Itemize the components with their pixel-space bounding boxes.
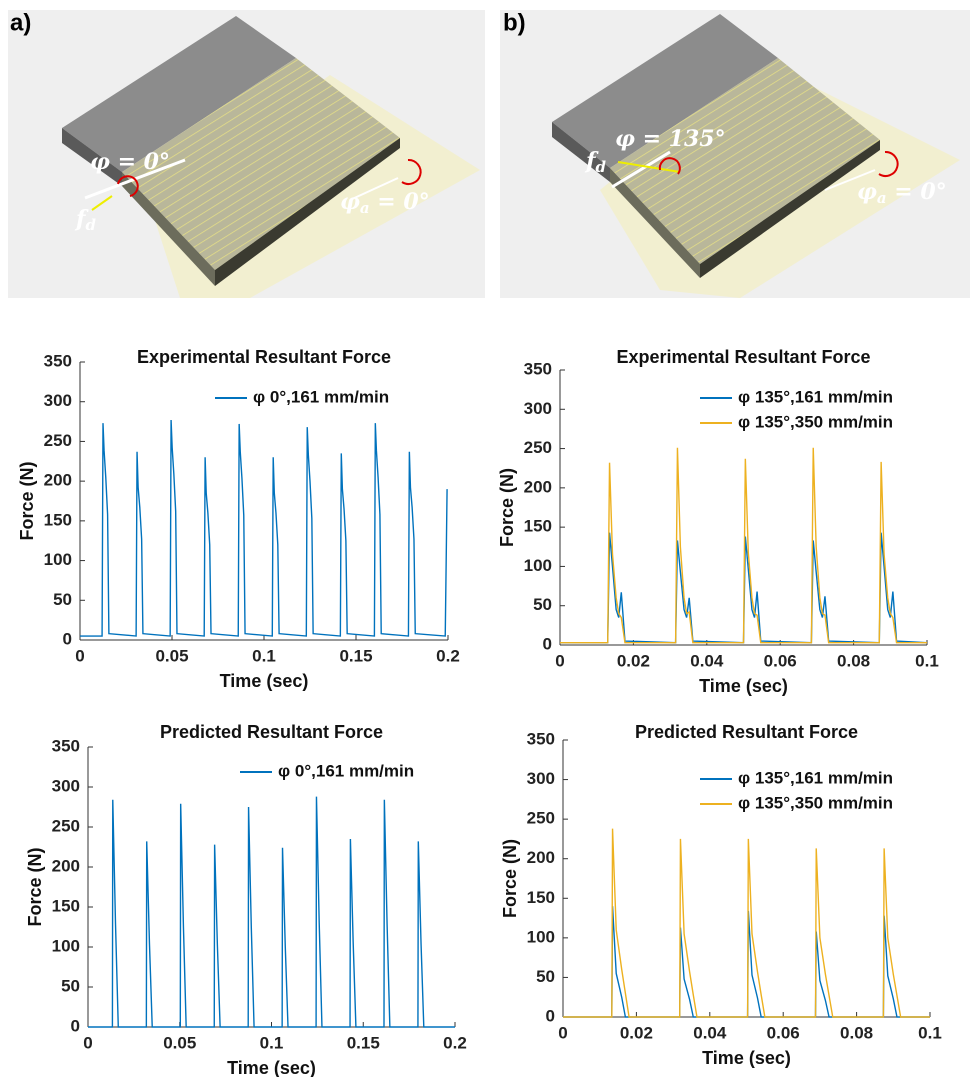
- y-tick-label: 250: [52, 816, 80, 835]
- angle-a-label: φa = 0°: [340, 189, 430, 217]
- x-tick-label: 0.2: [443, 1033, 467, 1052]
- angle-label: φ = 0°: [90, 149, 170, 175]
- y-tick-label: 350: [52, 736, 80, 755]
- chart-title: Predicted Resultant Force: [635, 722, 858, 742]
- y-tick-label: 250: [527, 809, 555, 828]
- angle-a-symbol: φ: [340, 189, 360, 215]
- figure: a) φ = 0° fd φa = 0° b) φ = 135° fd φa =…: [0, 0, 972, 1077]
- y-axis-label: Force (N): [497, 468, 517, 547]
- y-tick-label: 0: [63, 629, 72, 648]
- y-tick-label: 0: [71, 1016, 80, 1035]
- y-tick-label: 250: [44, 431, 72, 450]
- x-tick-label: 0.05: [155, 646, 188, 665]
- x-tick-label: 0.05: [163, 1033, 196, 1052]
- x-tick-label: 0: [75, 646, 84, 665]
- chart-title: Experimental Resultant Force: [137, 347, 391, 367]
- y-tick-label: 50: [536, 967, 555, 986]
- chart-title: Predicted Resultant Force: [160, 722, 383, 742]
- series-line: [563, 829, 930, 1017]
- y-tick-label: 300: [524, 399, 552, 418]
- y-axis-label: Force (N): [500, 839, 520, 918]
- x-tick-label: 0.08: [837, 651, 870, 670]
- x-tick-label: 0: [555, 651, 564, 670]
- y-tick-label: 100: [524, 556, 552, 575]
- legend-label: φ 0°,161 mm/min: [278, 761, 414, 780]
- y-tick-label: 200: [44, 471, 72, 490]
- y-tick-label: 300: [44, 391, 72, 410]
- x-tick-label: 0.02: [617, 651, 650, 670]
- x-tick-label: 0.04: [690, 651, 724, 670]
- y-axis-label: Force (N): [17, 461, 37, 540]
- x-tick-label: 0.15: [339, 646, 372, 665]
- legend-label: φ 135°,350 mm/min: [738, 412, 893, 431]
- series-line: [80, 420, 447, 636]
- series-line: [88, 797, 455, 1027]
- y-tick-label: 100: [527, 927, 555, 946]
- y-tick-label: 100: [44, 550, 72, 569]
- angle-a-value: = 0°: [370, 189, 430, 215]
- x-axis-label: Time (sec): [227, 1058, 316, 1077]
- legend-label: φ 0°,161 mm/min: [253, 387, 389, 406]
- x-axis-label: Time (sec): [220, 671, 309, 691]
- x-tick-label: 0.1: [252, 646, 276, 665]
- legend-label: φ 135°,161 mm/min: [738, 387, 893, 406]
- x-tick-label: 0.02: [620, 1023, 653, 1042]
- x-tick-label: 0.1: [918, 1023, 942, 1042]
- y-tick-label: 0: [543, 634, 552, 653]
- y-tick-label: 50: [53, 590, 72, 609]
- angle-a-label: φa = 0°: [857, 179, 947, 207]
- y-tick-label: 150: [527, 888, 555, 907]
- panel-label: a): [10, 9, 31, 36]
- chart-title: Experimental Resultant Force: [616, 347, 870, 367]
- series-line: [560, 448, 927, 643]
- legend-label: φ 135°,350 mm/min: [738, 793, 893, 812]
- x-tick-label: 0.15: [347, 1033, 380, 1052]
- y-tick-label: 200: [52, 856, 80, 875]
- y-tick-label: 0: [546, 1006, 555, 1025]
- angle-a-subscript: a: [877, 189, 887, 207]
- angle-label: φ = 135°: [615, 126, 726, 152]
- render-a: a) φ = 0° fd φa = 0°: [8, 9, 485, 298]
- y-tick-label: 50: [61, 976, 80, 995]
- y-tick-label: 300: [527, 769, 555, 788]
- y-tick-label: 250: [524, 438, 552, 457]
- y-tick-label: 150: [524, 517, 552, 536]
- x-tick-label: 0.06: [767, 1023, 800, 1042]
- y-tick-label: 200: [527, 848, 555, 867]
- force-subscript: d: [595, 158, 606, 176]
- x-tick-label: 0.2: [436, 646, 460, 665]
- angle-a-value: = 0°: [887, 179, 947, 205]
- y-tick-label: 300: [52, 776, 80, 795]
- series-line: [563, 906, 930, 1017]
- x-tick-label: 0.1: [260, 1033, 284, 1052]
- x-tick-label: 0.04: [693, 1023, 727, 1042]
- y-axis-label: Force (N): [25, 847, 45, 926]
- angle-a-symbol: φ: [857, 179, 877, 205]
- x-axis-label: Time (sec): [702, 1048, 791, 1068]
- y-tick-label: 100: [52, 936, 80, 955]
- y-tick-label: 350: [527, 729, 555, 748]
- x-tick-label: 0: [83, 1033, 92, 1052]
- x-tick-label: 0.06: [764, 651, 797, 670]
- y-tick-label: 350: [524, 359, 552, 378]
- x-axis-label: Time (sec): [699, 676, 788, 696]
- legend-label: φ 135°,161 mm/min: [738, 768, 893, 787]
- x-tick-label: 0: [558, 1023, 567, 1042]
- panel-label: b): [503, 9, 526, 36]
- render-b: b) φ = 135° fd φa = 0°: [500, 9, 970, 298]
- y-tick-label: 350: [44, 351, 72, 370]
- y-tick-label: 200: [524, 477, 552, 496]
- force-subscript: d: [85, 216, 96, 234]
- y-tick-label: 150: [44, 510, 72, 529]
- angle-a-subscript: a: [360, 199, 370, 217]
- x-tick-label: 0.08: [840, 1023, 873, 1042]
- x-tick-label: 0.1: [915, 651, 939, 670]
- y-tick-label: 50: [533, 595, 552, 614]
- y-tick-label: 150: [52, 896, 80, 915]
